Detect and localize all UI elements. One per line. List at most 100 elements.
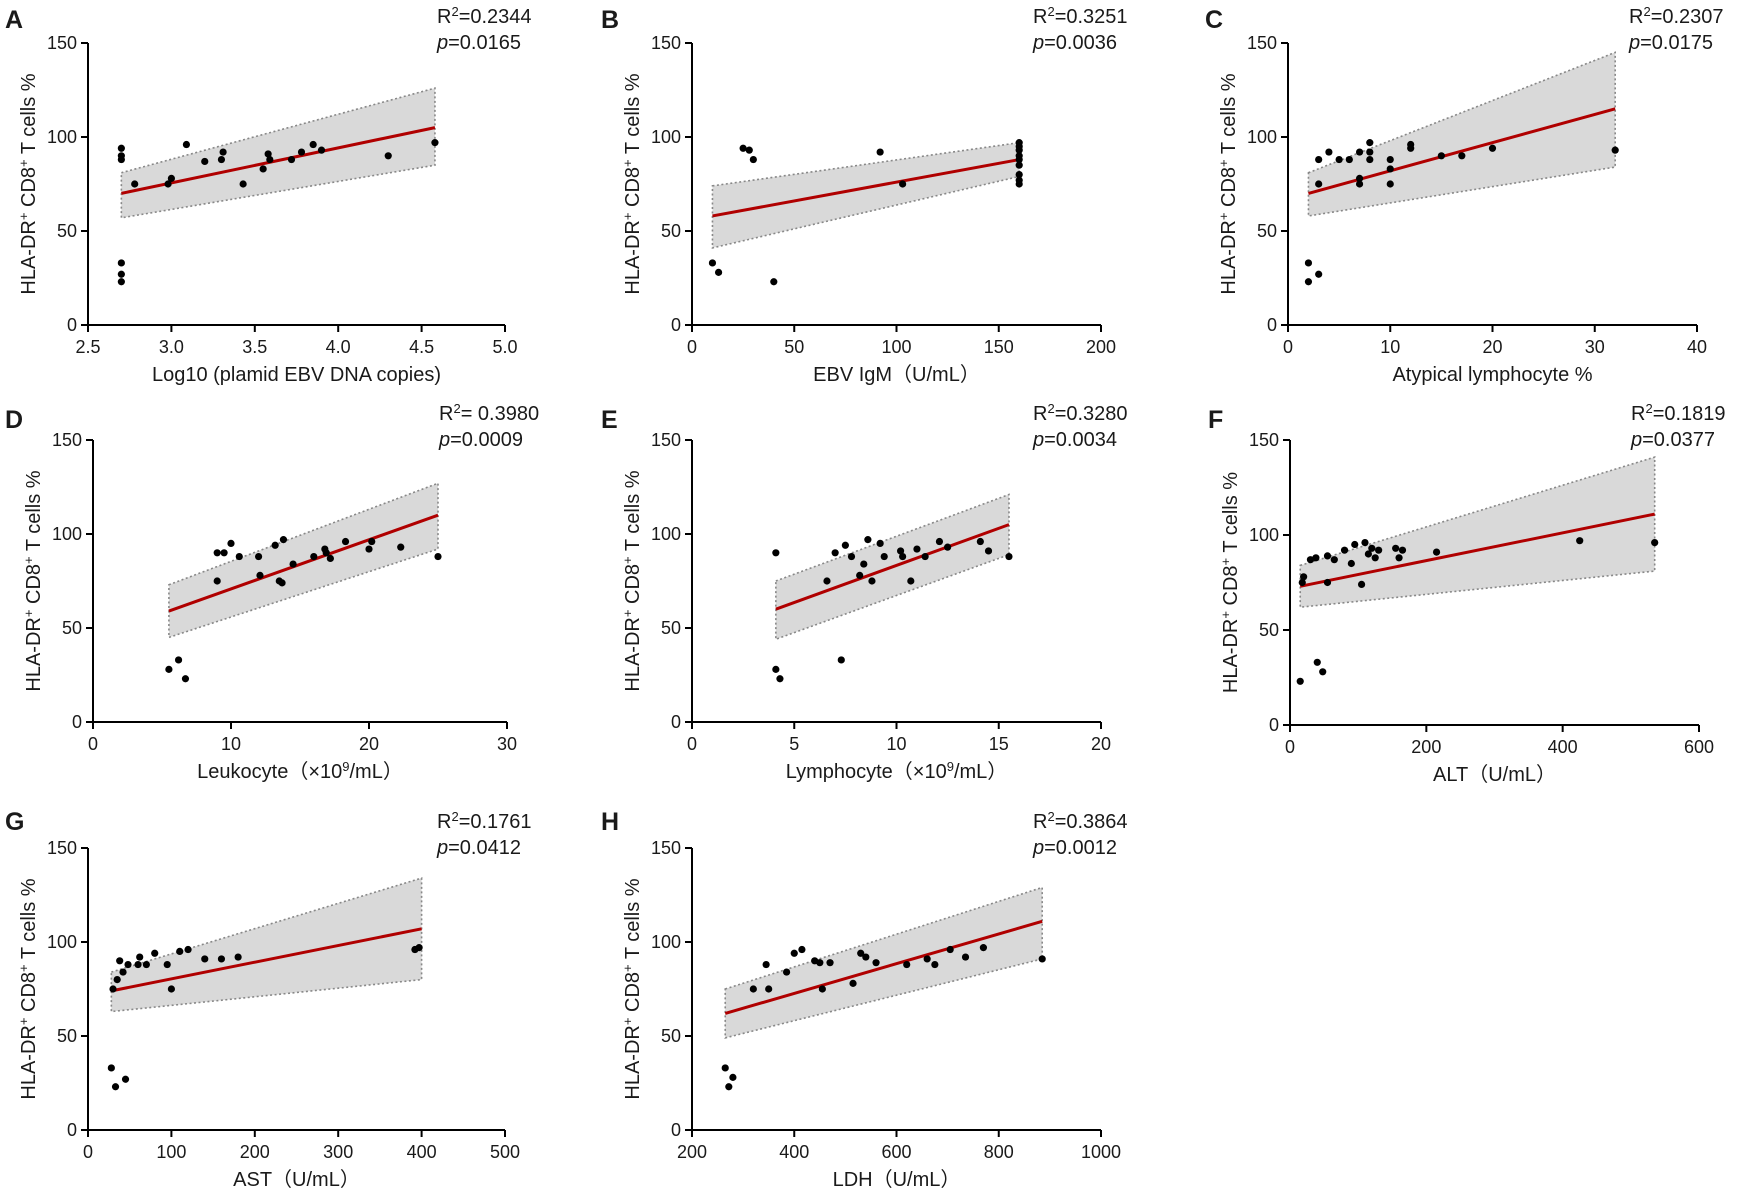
y-tick-label: 50 xyxy=(62,618,82,638)
x-tick-label: 10 xyxy=(886,734,906,754)
x-tick-label: 400 xyxy=(407,1142,437,1162)
data-point xyxy=(984,547,993,555)
data-point xyxy=(124,960,132,969)
panel-letter-g: G xyxy=(5,808,24,836)
data-point xyxy=(1371,554,1379,562)
data-point xyxy=(1576,537,1584,545)
data-point xyxy=(1345,155,1353,164)
y-tick-label: 0 xyxy=(671,712,681,732)
x-tick-label: 2.5 xyxy=(75,337,100,357)
data-point xyxy=(721,1064,729,1072)
data-point xyxy=(1296,677,1304,685)
regression-line xyxy=(121,126,436,195)
confidence-band xyxy=(168,482,439,639)
panel-letter-h: H xyxy=(601,808,619,836)
data-point xyxy=(219,148,227,156)
data-point xyxy=(790,949,798,957)
x-tick-label: 20 xyxy=(1482,337,1502,357)
data-point xyxy=(1386,165,1394,173)
data-point xyxy=(1458,152,1466,160)
data-point xyxy=(220,549,228,557)
p-value-label: p=0.0165 xyxy=(436,32,521,54)
data-point xyxy=(117,144,125,152)
y-tick-label: 150 xyxy=(47,838,77,858)
data-point xyxy=(234,953,242,961)
x-axis-label: ALT（U/mL） xyxy=(1433,763,1556,786)
data-point xyxy=(1304,259,1313,267)
regression-line xyxy=(1299,512,1655,588)
data-point xyxy=(1366,155,1374,164)
data-point xyxy=(119,968,127,976)
r-squared-label: R2= 0.3980 xyxy=(439,401,539,426)
data-point xyxy=(142,960,150,969)
x-tick-label: 5.0 xyxy=(492,337,517,357)
p-value-label: p=0.0034 xyxy=(1032,429,1117,451)
data-point xyxy=(109,985,117,993)
data-point xyxy=(1323,578,1332,587)
x-tick-label: 100 xyxy=(881,337,911,357)
x-axis-label: EBV IgM（U/mL） xyxy=(813,363,980,386)
data-point xyxy=(1611,146,1619,154)
data-point xyxy=(1347,559,1355,568)
panel-letter-e: E xyxy=(601,406,618,434)
data-point xyxy=(107,1064,115,1072)
data-point xyxy=(1306,556,1315,564)
x-tick-label: 40 xyxy=(1687,337,1707,357)
panel-d: D 0 50 100 150 0 10 20 30 Leukocyte（×109/mL） HLA-D… xyxy=(5,401,539,784)
data-point xyxy=(310,552,318,561)
x-tick-label: 10 xyxy=(221,734,241,754)
data-point xyxy=(1398,546,1407,554)
y-tick-label: 100 xyxy=(651,932,681,952)
y-tick-label: 150 xyxy=(651,33,681,53)
data-point xyxy=(837,656,845,664)
data-point xyxy=(1312,554,1320,562)
data-point xyxy=(309,140,317,149)
x-tick-label: 30 xyxy=(497,734,517,754)
data-point xyxy=(921,552,929,561)
data-point xyxy=(899,552,907,561)
x-tick-label: 4.5 xyxy=(409,337,434,357)
x-tick-label: 600 xyxy=(881,1142,911,1162)
r-squared-label: R2=0.2344 xyxy=(437,4,532,29)
data-point xyxy=(368,537,376,546)
confidence-band xyxy=(724,886,1044,1039)
data-point xyxy=(749,985,757,993)
data-point xyxy=(271,541,279,549)
r-squared-label: R2=0.3864 xyxy=(1033,809,1128,834)
data-point xyxy=(770,278,778,286)
data-point xyxy=(287,155,296,164)
confidence-band xyxy=(110,877,423,1013)
panel-h: H 0 50 100 150 200 400 600 800 1000 LDH（U/mL） HLA-D… xyxy=(601,808,1128,1191)
data-point xyxy=(181,675,190,683)
data-point xyxy=(1366,139,1374,147)
data-point xyxy=(745,146,753,154)
y-axis-label: HLA-DR+ CD8+ T cells % xyxy=(620,73,645,294)
y-tick-label: 100 xyxy=(651,524,681,544)
data-point xyxy=(935,537,944,546)
data-point xyxy=(213,549,221,557)
y-axis-label: HLA-DR+ CD8+ T cells % xyxy=(1218,472,1243,693)
data-point xyxy=(201,955,209,963)
data-point xyxy=(860,560,868,568)
data-point xyxy=(857,949,865,957)
data-point xyxy=(782,968,791,976)
data-point xyxy=(297,148,306,156)
data-point xyxy=(1330,556,1338,564)
data-point xyxy=(415,944,423,952)
data-point xyxy=(397,543,405,551)
data-point xyxy=(184,945,192,954)
regression-line xyxy=(724,919,1043,1015)
data-point xyxy=(116,957,124,965)
data-point xyxy=(1651,539,1659,547)
panel-g: G 0 50 100 150 0 100 200 300 400 500 AST（U/mL） HLA-D… xyxy=(5,808,532,1191)
data-point xyxy=(341,537,350,546)
data-point xyxy=(862,953,870,961)
data-point xyxy=(167,174,175,182)
y-tick-label: 50 xyxy=(661,618,681,638)
x-axis-label: LDH（U/mL） xyxy=(833,1168,961,1191)
data-point xyxy=(217,155,226,164)
p-value-label: p=0.0012 xyxy=(1032,837,1117,859)
y-tick-label: 150 xyxy=(651,430,681,450)
data-point xyxy=(1015,146,1023,154)
data-point xyxy=(749,155,757,164)
